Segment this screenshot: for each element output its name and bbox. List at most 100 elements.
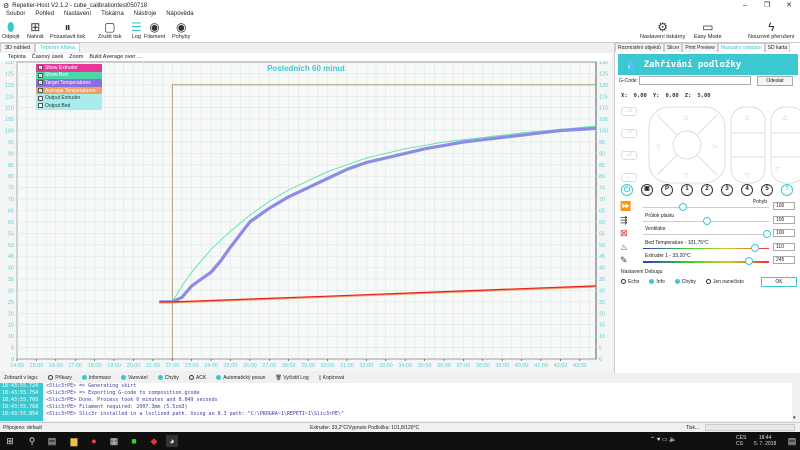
macro-button[interactable]: ? bbox=[781, 184, 793, 196]
toolbar-button[interactable]: ⏸ Pozastavit tisk bbox=[50, 20, 85, 41]
slider-track[interactable] bbox=[643, 234, 769, 235]
chrome-icon[interactable]: ● bbox=[91, 436, 97, 446]
slider-track[interactable] bbox=[643, 247, 769, 249]
toolbar-button[interactable]: ◉ Pohyby bbox=[172, 20, 190, 40]
maximize-button[interactable]: ❐ bbox=[763, 2, 771, 9]
gcode-input[interactable] bbox=[639, 76, 751, 85]
search-icon[interactable]: ⚲ bbox=[28, 436, 36, 446]
macro-button[interactable]: 5 bbox=[761, 184, 773, 196]
log-filter-option[interactable]: Varování bbox=[121, 375, 148, 381]
language-indicator[interactable]: CES CS bbox=[736, 435, 746, 447]
slider-track[interactable] bbox=[643, 207, 769, 208]
home-button[interactable]: ⌂Z bbox=[621, 151, 637, 160]
radio-icon[interactable] bbox=[705, 279, 711, 285]
right-tab[interactable]: Manuální ovládání bbox=[717, 43, 765, 52]
macro-button[interactable]: 2 bbox=[701, 184, 713, 196]
radio-icon[interactable] bbox=[216, 375, 222, 381]
legend-item[interactable]: Output Extruder bbox=[36, 94, 102, 102]
tab[interactable]: Teplotní křivka bbox=[35, 43, 81, 52]
slider-knob[interactable] bbox=[763, 230, 771, 238]
tab[interactable]: 3D náhled bbox=[0, 43, 36, 52]
log-filter-option[interactable]: Příkazy bbox=[48, 375, 72, 381]
minimize-button[interactable]: – bbox=[743, 2, 747, 9]
app-red-icon[interactable]: ◆ bbox=[150, 436, 158, 446]
debug-option[interactable]: Jen nanečisto bbox=[705, 279, 744, 285]
value-spinner[interactable]: 245 bbox=[773, 256, 795, 264]
toolbar-button[interactable]: ▭ Easy Mode bbox=[694, 20, 722, 40]
debug-option[interactable]: Info bbox=[649, 279, 665, 285]
tray-icons[interactable]: ⌃ ♥ ▭ 🔈 bbox=[650, 437, 677, 443]
value-spinner[interactable]: 100 bbox=[773, 229, 795, 237]
toolbar-button[interactable]: ⬮ Odpojit bbox=[2, 20, 19, 41]
home-button[interactable]: ⌂X bbox=[621, 107, 637, 116]
slider-track[interactable] bbox=[643, 261, 769, 263]
legend-item[interactable]: ✓ Show Bed bbox=[36, 71, 102, 80]
chart-menu-item[interactable]: Časový úsek bbox=[31, 54, 64, 60]
checkbox[interactable] bbox=[38, 103, 43, 109]
slider-knob[interactable] bbox=[703, 216, 711, 225]
toolbar-button[interactable]: ϟ Nouzové přerušení bbox=[748, 20, 794, 40]
power-button[interactable]: ⏻ bbox=[621, 184, 633, 196]
log-filter-option[interactable]: ACK bbox=[188, 375, 206, 381]
checkbox[interactable]: ✓ bbox=[38, 65, 43, 71]
right-tab[interactable]: SD karta bbox=[764, 43, 791, 52]
menu-item[interactable]: Nástroje bbox=[133, 11, 157, 17]
copy-log-button[interactable]: ▯ Kopírovat bbox=[319, 375, 345, 381]
calculator-icon[interactable]: ▦ bbox=[109, 436, 119, 446]
value-spinner[interactable]: 100 bbox=[773, 202, 795, 210]
macro-button[interactable]: 1 bbox=[681, 184, 693, 196]
send-button[interactable]: Odeslat bbox=[757, 76, 793, 86]
radio-icon[interactable] bbox=[621, 279, 626, 285]
task-view-icon[interactable]: ▤ bbox=[47, 436, 57, 446]
menu-item[interactable]: Pohled bbox=[35, 11, 55, 17]
file-explorer-icon[interactable]: ▆ bbox=[70, 436, 78, 446]
right-tab[interactable]: Rozmístění objektů bbox=[615, 43, 664, 52]
radio-icon[interactable] bbox=[157, 375, 163, 381]
checkbox[interactable]: ✓ bbox=[38, 88, 43, 94]
legend-item[interactable]: ✓ Target Temperatures bbox=[36, 79, 102, 87]
debug-option[interactable]: Echo bbox=[621, 279, 639, 285]
app-green-icon[interactable]: ■ bbox=[131, 436, 137, 446]
chart-menu-item[interactable]: Zoom bbox=[69, 54, 84, 60]
home-button[interactable]: ⌂ bbox=[621, 173, 637, 182]
macro-button[interactable]: P bbox=[661, 184, 673, 196]
value-spinner[interactable]: 110 bbox=[773, 242, 795, 251]
menu-item[interactable]: Nastavení bbox=[64, 11, 92, 17]
radio-icon[interactable] bbox=[121, 375, 127, 381]
toolbar-button[interactable]: ⚙ Nastavení tiskárny bbox=[640, 20, 685, 40]
radio-icon[interactable] bbox=[188, 375, 194, 381]
checkbox[interactable] bbox=[38, 95, 43, 101]
log-filter-option[interactable]: Chyby bbox=[157, 375, 179, 381]
debug-option[interactable]: Chyby bbox=[674, 279, 696, 285]
checkbox[interactable]: ✓ bbox=[38, 80, 43, 86]
clock[interactable]: 18:44 5. 7. 2018 bbox=[754, 435, 776, 447]
log-scrollbar[interactable]: ▾ bbox=[792, 383, 800, 421]
menu-item[interactable]: Soubor bbox=[6, 11, 26, 17]
slider-knob[interactable] bbox=[751, 243, 759, 252]
jog-controls[interactable]: △ ▽ ◁ ▷ △ ▽ △ ▽ bbox=[645, 105, 800, 185]
menu-item[interactable]: Nápověda bbox=[166, 11, 194, 17]
close-button[interactable]: ✕ bbox=[786, 2, 792, 9]
checkbox[interactable]: ✓ bbox=[38, 72, 43, 78]
toolbar-button[interactable]: ⊞ Nahrát bbox=[27, 20, 44, 40]
macro-button[interactable]: 4 bbox=[741, 184, 753, 196]
toolbar-button[interactable]: ☰ Log bbox=[131, 20, 142, 40]
notifications-icon[interactable]: ▤ bbox=[787, 436, 797, 446]
clear-log-button[interactable]: 🗑 Vyčistit Log bbox=[275, 375, 308, 381]
toolbar-button[interactable]: ▢ Zrušit tisk bbox=[98, 20, 122, 40]
legend-item[interactable]: ✓ Show Extruder bbox=[36, 64, 102, 72]
radio-icon[interactable] bbox=[48, 375, 54, 381]
slider-knob[interactable] bbox=[745, 257, 753, 265]
log-filter-option[interactable]: Informace bbox=[81, 375, 111, 381]
windows-start-icon[interactable]: ⊞ bbox=[6, 436, 14, 446]
macro-button[interactable]: 3 bbox=[721, 184, 733, 196]
repetier-host-icon[interactable]: ◕ bbox=[166, 435, 178, 447]
log-view[interactable]: 18:43:55.724 <Slic3rPE> => Generating ski… bbox=[0, 383, 792, 421]
menu-item[interactable]: Tiskárna bbox=[101, 11, 124, 17]
right-tab[interactable]: Print Preview bbox=[682, 43, 718, 52]
legend-item[interactable]: Output Bed bbox=[36, 101, 102, 110]
radio-icon[interactable] bbox=[674, 279, 680, 285]
value-spinner[interactable]: 100 bbox=[773, 215, 795, 224]
chart-menu-item[interactable]: Build Average over ... bbox=[89, 54, 142, 60]
radio-icon[interactable] bbox=[81, 375, 87, 381]
